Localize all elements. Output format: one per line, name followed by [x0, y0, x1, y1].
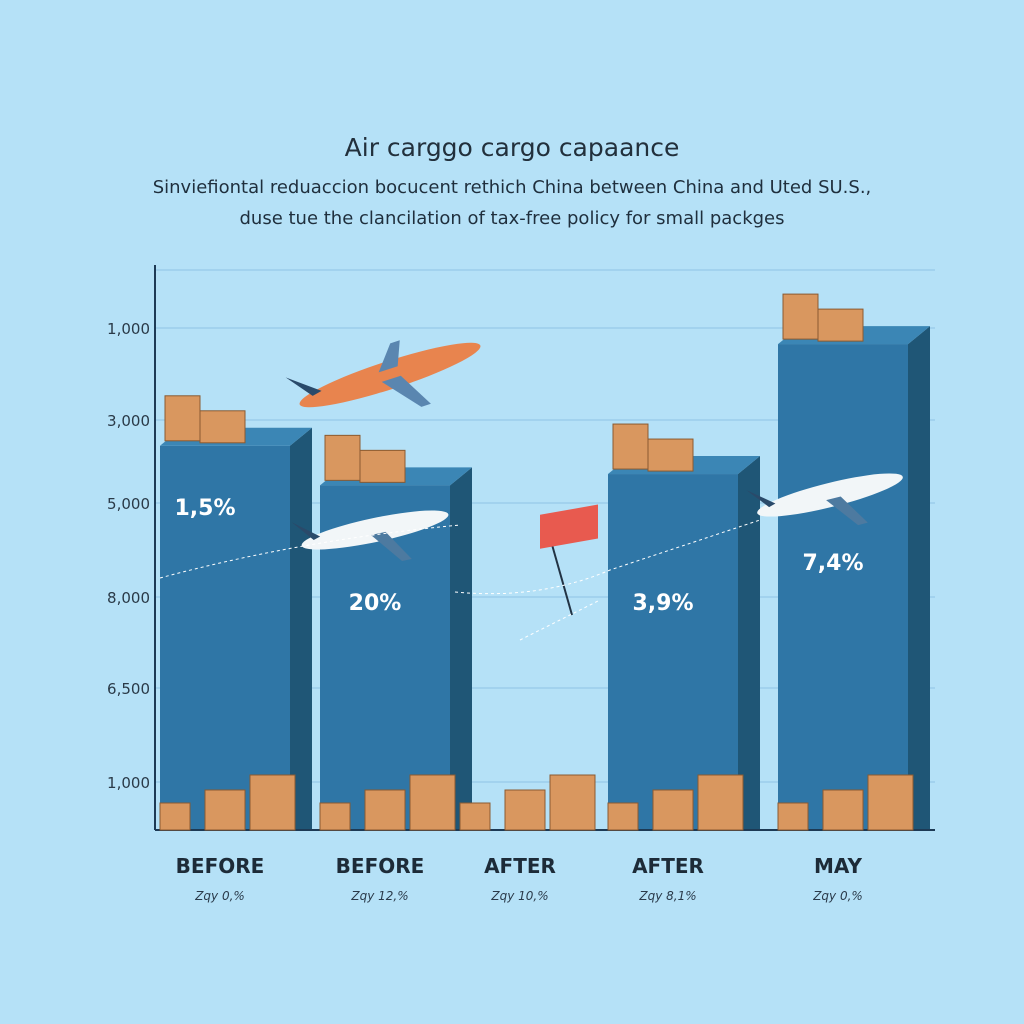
cargo-box-icon: [817, 308, 864, 342]
cargo-box-icon: [249, 774, 296, 831]
cargo-box-icon: [697, 774, 744, 831]
cargo-box-icon: [164, 395, 201, 442]
chart-subtitle-line-2: duse tue the clancilation of tax-free po…: [239, 208, 785, 229]
y-tick-label: 6,500: [107, 680, 150, 698]
data-label: 20%: [349, 591, 402, 616]
cargo-box-icon: [777, 802, 809, 831]
y-tick-label: 1,000: [107, 774, 150, 792]
cargo-box-icon: [409, 774, 456, 831]
cargo-box-icon: [549, 774, 596, 831]
x-category-sublabel: Zqy 0,%: [194, 889, 245, 903]
data-label: 7,4%: [802, 551, 863, 576]
cargo-box-icon: [364, 789, 406, 831]
y-tick-label: 8,000: [107, 589, 150, 607]
cargo-box-icon: [504, 789, 546, 831]
x-category-label: BEFORE: [336, 854, 425, 878]
cargo-box-icon: [867, 774, 914, 831]
data-label: 3,9%: [632, 591, 693, 616]
x-category-sublabel: Zqy 10,%: [490, 889, 548, 903]
cargo-box-icon: [822, 789, 864, 831]
x-category-label: BEFORE: [176, 854, 265, 878]
y-tick-label: 1,000: [107, 320, 150, 338]
cargo-box-icon: [159, 802, 191, 831]
cargo-box-icon: [319, 802, 351, 831]
x-category-sublabel: Zqy 8,1%: [638, 889, 696, 903]
cargo-box-icon: [652, 789, 694, 831]
x-category-label: MAY: [814, 854, 862, 878]
chart-subtitle-line-1: Sinviefiontal reduaccion bocucent rethic…: [152, 177, 872, 198]
x-category-label: AFTER: [632, 854, 704, 878]
flight-path: [159, 519, 761, 641]
bar-side: [450, 467, 472, 830]
data-label: 1,5%: [174, 496, 235, 521]
x-category-sublabel: Zqy 0,%: [812, 889, 863, 903]
x-category-sublabel: Zqy 12,%: [350, 889, 408, 903]
cargo-box-icon: [782, 293, 819, 340]
bar: [160, 445, 290, 830]
cargo-box-icon: [459, 802, 491, 831]
us-flag-icon: [540, 504, 598, 616]
bar: [608, 474, 738, 830]
cargo-box-icon: [359, 449, 406, 483]
cargo-box-icon: [324, 434, 361, 481]
bar-side: [290, 427, 312, 830]
cargo-box-icon: [204, 789, 246, 831]
cargo-box-icon: [612, 423, 649, 470]
cargo-box-icon: [607, 802, 639, 831]
cargo-box-icon: [199, 410, 246, 444]
airplane-icon: [746, 473, 903, 526]
bar-side: [738, 456, 760, 830]
bar-side: [908, 326, 930, 830]
x-category-label: AFTER: [484, 854, 556, 878]
bar: [778, 344, 908, 830]
cargo-box-icon: [647, 438, 694, 472]
y-tick-label: 5,000: [107, 495, 150, 513]
airplane-icon: [285, 340, 481, 408]
y-tick-label: 3,000: [107, 412, 150, 430]
chart-title: Air carggo cargo capaance: [344, 133, 680, 162]
